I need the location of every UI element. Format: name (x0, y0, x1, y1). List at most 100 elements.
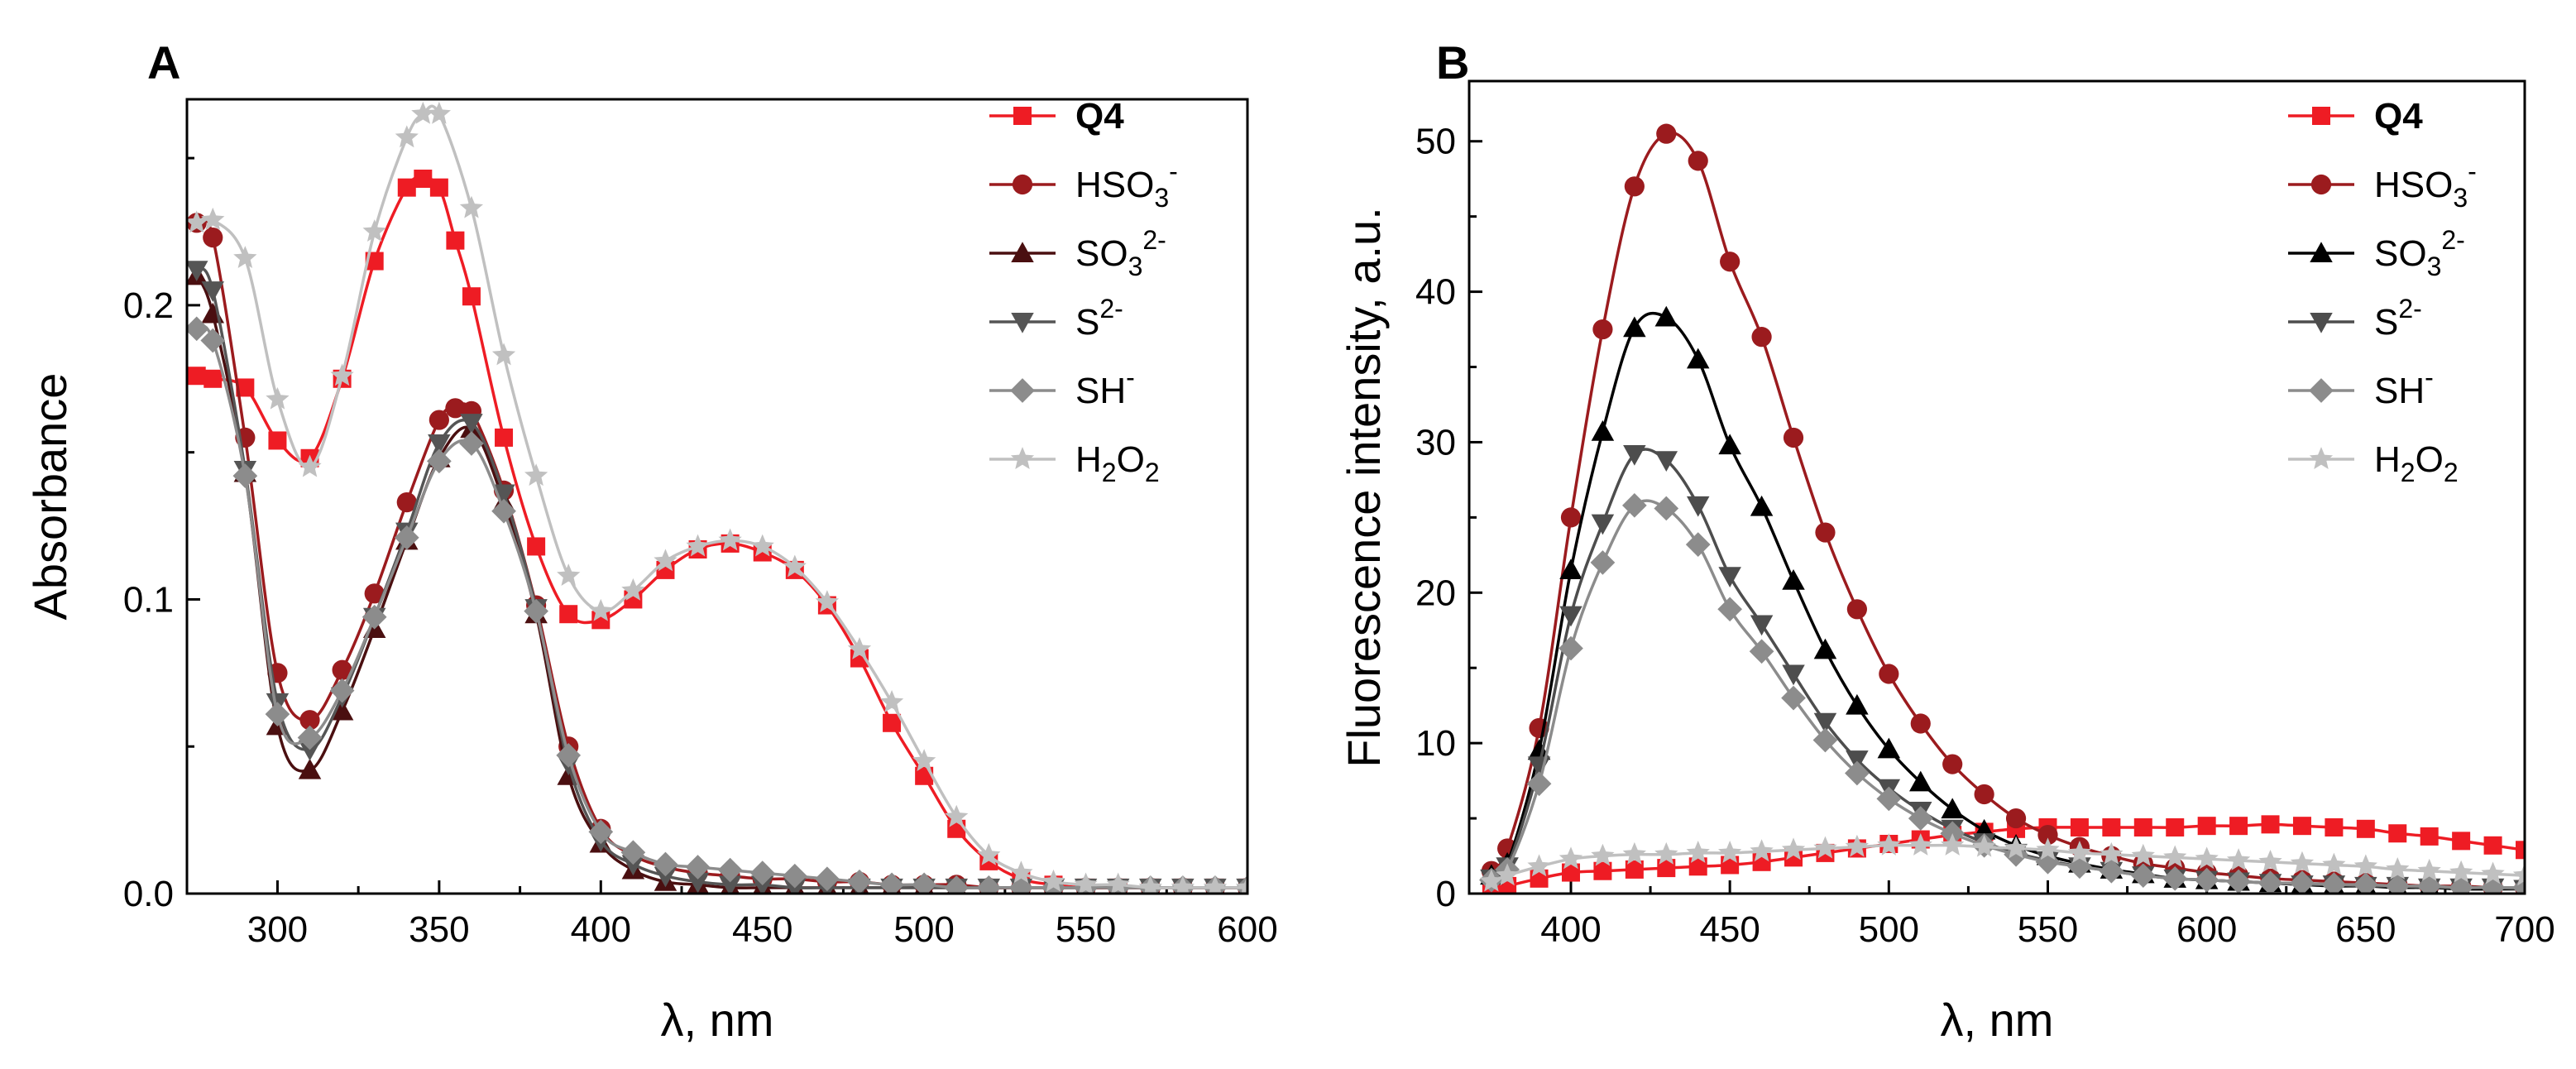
data-point (1624, 176, 1645, 197)
data-point (1720, 252, 1740, 272)
legend-entry: S2-​ (2288, 294, 2422, 343)
legend-label: SO3​2-​ (1075, 225, 1166, 281)
data-point (1815, 522, 1836, 543)
data-point (2258, 870, 2283, 894)
data-point (750, 534, 774, 557)
data-point (653, 851, 678, 877)
data-point (265, 702, 290, 726)
data-point (2131, 843, 2155, 866)
legend-entry: H2​O2​ (2288, 439, 2459, 487)
data-point (815, 590, 840, 613)
y-tick-label: 0 (1436, 874, 1456, 914)
legend-marker (1013, 107, 1032, 125)
data-point (1721, 856, 1740, 875)
data-point (445, 398, 466, 419)
series-line (196, 104, 1247, 889)
data-point (557, 563, 581, 587)
data-point (2226, 869, 2251, 894)
legend-label: S2-​ (1075, 294, 1123, 343)
data-point (2388, 824, 2407, 843)
series-line (1490, 311, 2525, 891)
legend-entry: H2​O2​ (989, 439, 1160, 487)
data-point (492, 484, 515, 506)
data-point (332, 659, 352, 680)
data-point (1846, 599, 1867, 620)
data-point (1751, 327, 1772, 348)
data-point (1593, 861, 1612, 880)
data-point (2325, 817, 2344, 837)
y-tick-label: 0.2 (123, 285, 174, 326)
x-tick-label: 400 (571, 909, 631, 950)
legend-marker (1011, 313, 1034, 333)
data-point (1526, 771, 1552, 797)
data-point (1074, 872, 1098, 894)
data-point (201, 207, 225, 230)
axis-ticks: 400 450 500 550 600 650 700 0 10 20 30 40 50 (1415, 122, 2555, 950)
data-point (203, 369, 223, 388)
legend-label: HSO3​-​ (2374, 156, 2477, 213)
data-point (1559, 558, 1582, 580)
data-point (2322, 852, 2346, 875)
data-point (1750, 495, 1774, 516)
data-point (2099, 858, 2124, 884)
data-point (1008, 875, 1034, 894)
data-point (414, 170, 433, 188)
data-point (2195, 846, 2219, 870)
data-point (446, 231, 465, 250)
legend-marker (2312, 107, 2330, 125)
data-point (1781, 837, 1806, 860)
data-point (2292, 817, 2311, 836)
y-axis-title: Absorbance (24, 373, 76, 621)
data-point (1813, 712, 1837, 734)
x-tick-label: 550 (2018, 909, 2078, 950)
data-point (1623, 444, 1646, 466)
data-point (1622, 492, 1647, 518)
data-point (2356, 819, 2375, 838)
data-point (944, 875, 970, 894)
data-point (2070, 817, 2089, 837)
data-point (847, 637, 872, 659)
data-point (362, 219, 386, 242)
data-point (912, 749, 936, 772)
legend-marker (1010, 447, 1035, 470)
data-point (1876, 786, 1902, 812)
data-point (685, 855, 711, 880)
data-point (1749, 639, 1774, 664)
data-point (1879, 664, 1899, 684)
x-tick-label: 450 (732, 909, 792, 950)
data-point (1688, 857, 1707, 876)
legend: Q4 HSO3​-​ SO3​2-​ S2-​ SH-​ H2​O2​ (989, 96, 1178, 487)
legend-label: S2-​ (2374, 294, 2422, 343)
data-point (1688, 151, 1708, 171)
data-point (588, 819, 614, 845)
data-point (2512, 863, 2525, 886)
data-point (2480, 875, 2506, 894)
data-point (397, 178, 416, 197)
data-point (2194, 867, 2219, 893)
data-point (2385, 874, 2411, 894)
data-point (233, 246, 257, 269)
data-point (847, 869, 872, 894)
data-point (1910, 713, 1931, 734)
data-point (1235, 875, 1247, 894)
data-point (1654, 451, 1678, 472)
data-point (1750, 839, 1774, 862)
data-point (364, 583, 385, 604)
data-point (2420, 827, 2439, 846)
data-point (945, 804, 969, 827)
data-point (1750, 615, 1774, 636)
data-point (1590, 550, 1616, 575)
legend-marker (2310, 242, 2333, 262)
data-point (427, 448, 452, 474)
data-point (491, 498, 516, 524)
data-point (1812, 727, 1838, 753)
data-point (879, 690, 904, 712)
data-point (686, 872, 710, 894)
data-point (299, 710, 320, 731)
data-point (201, 302, 225, 324)
data-point (2163, 845, 2187, 868)
data-point (411, 101, 435, 124)
data-point (527, 537, 546, 556)
panel-b: B 400 450 500 550 600 650 700 0 10 20 30 40 50 λ, nm Fl… (1338, 36, 2555, 1046)
data-point (187, 261, 208, 281)
